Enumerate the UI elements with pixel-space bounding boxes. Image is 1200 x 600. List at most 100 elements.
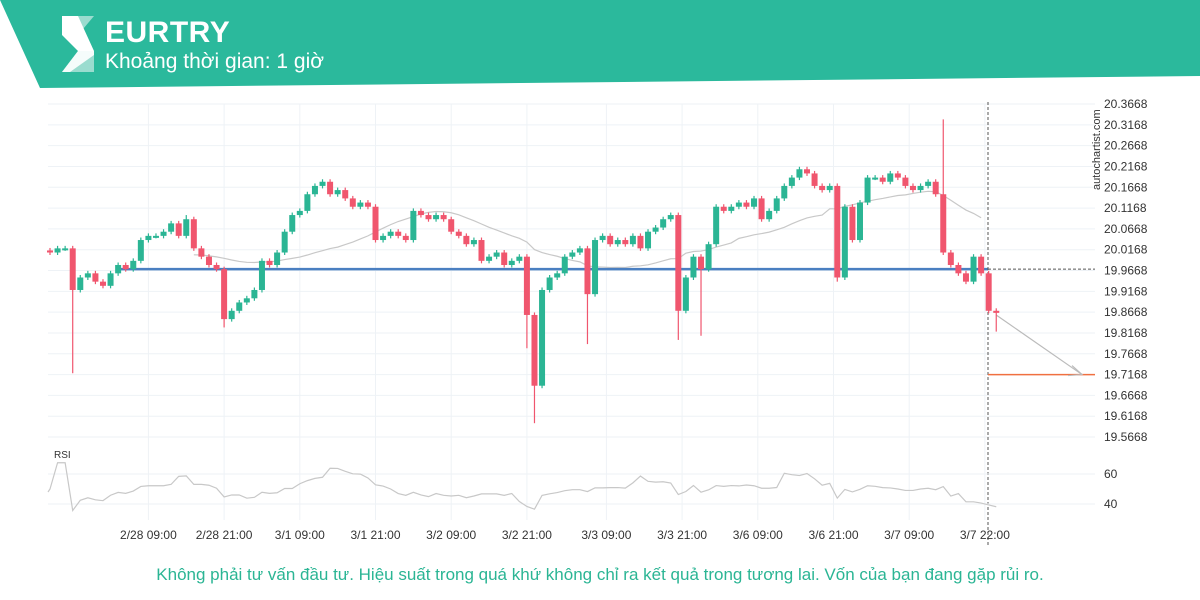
candle-body xyxy=(516,256,523,261)
candle-body xyxy=(713,206,720,245)
candle-body xyxy=(735,202,742,207)
candles xyxy=(47,119,1000,424)
candle-body xyxy=(145,235,152,241)
candle-body xyxy=(758,198,765,220)
candle-body xyxy=(523,256,530,315)
candle-body xyxy=(84,273,91,278)
candle-body xyxy=(743,202,750,207)
candle-body xyxy=(281,231,288,253)
y-tick-label: 20.1668 xyxy=(1104,180,1148,194)
symbol-title: EURTRY xyxy=(105,16,231,49)
x-tick-label: 3/7 09:00 xyxy=(884,528,934,542)
candle-body xyxy=(856,202,863,241)
candle-body xyxy=(917,185,924,191)
candle-body xyxy=(372,206,379,241)
candle-body xyxy=(395,231,402,236)
candle-body xyxy=(205,256,212,266)
candle-body xyxy=(433,215,440,220)
candle-body xyxy=(160,231,167,236)
y-tick-label: 20.2668 xyxy=(1104,139,1148,153)
header-banner xyxy=(0,0,1200,88)
candle-body xyxy=(902,177,909,186)
candle-body xyxy=(62,248,69,251)
candle-body xyxy=(470,240,477,245)
candle-body xyxy=(334,190,341,195)
candle-body xyxy=(804,169,810,174)
candle-body xyxy=(872,177,879,180)
candle-body xyxy=(834,185,841,278)
candle-body xyxy=(614,240,621,245)
candle-body xyxy=(274,252,281,266)
rsi-panel: RSI xyxy=(47,450,1095,512)
candle-body xyxy=(342,190,349,199)
candle-body xyxy=(364,202,371,207)
y-tick-label: 19.5668 xyxy=(1104,430,1148,444)
candle-body xyxy=(887,173,894,182)
candle-body xyxy=(258,260,265,290)
candle-body xyxy=(955,265,962,274)
watermark: autochartist.com xyxy=(1091,109,1103,190)
candle-body xyxy=(236,302,243,311)
rsi-tick-label: 40 xyxy=(1104,497,1118,511)
y-tick-label: 20.3168 xyxy=(1104,118,1148,132)
candle-body xyxy=(228,310,235,320)
price-chart[interactable]: RSI 20.366820.316820.266820.216820.16682… xyxy=(0,0,1200,560)
candle-body xyxy=(978,256,985,274)
candle-body xyxy=(122,265,129,270)
axes: 20.3668 20.3168 20.2668 20.2168 20.1668 20.11… xyxy=(120,97,1148,542)
rsi-label: RSI xyxy=(54,450,71,461)
x-tick-label: 2/28 21:00 xyxy=(196,528,253,542)
x-tick-label: 3/7 22:00 xyxy=(960,528,1010,542)
candle-body xyxy=(198,248,205,257)
candle-body xyxy=(947,252,954,266)
candle-body xyxy=(698,256,705,270)
y-tick-label: 19.8668 xyxy=(1104,305,1148,319)
candle-body xyxy=(849,206,856,241)
candle-body xyxy=(455,231,462,236)
candle-body xyxy=(569,252,576,257)
candle-body xyxy=(675,215,682,311)
candle-body xyxy=(894,173,901,178)
candle-body xyxy=(705,244,712,270)
candle-body xyxy=(448,219,455,232)
y-tick-label: 20.2168 xyxy=(1104,159,1148,173)
y-tick-label: 19.6668 xyxy=(1104,388,1148,402)
candle-body xyxy=(690,256,697,278)
candle-body xyxy=(440,215,447,220)
candle-body xyxy=(77,277,84,290)
candle-body xyxy=(130,260,137,270)
header-background xyxy=(0,0,1200,88)
candle-body xyxy=(175,223,182,236)
candle-body xyxy=(781,185,788,199)
x-tick-label: 3/2 09:00 xyxy=(426,528,476,542)
candle-body xyxy=(751,198,758,207)
candle-body xyxy=(819,185,826,191)
candle-body xyxy=(243,298,250,303)
rsi-line xyxy=(47,462,997,512)
candle-body xyxy=(546,277,553,290)
candle-body xyxy=(879,177,886,182)
y-tick-label: 19.9168 xyxy=(1104,284,1148,298)
y-tick-label: 20.0668 xyxy=(1104,222,1148,236)
candle-body xyxy=(909,185,916,191)
candle-body xyxy=(69,248,76,290)
candle-body xyxy=(266,260,273,266)
candle-body xyxy=(773,198,780,211)
candle-body xyxy=(501,252,508,266)
x-tick-label: 3/1 21:00 xyxy=(350,528,400,542)
candle-body xyxy=(985,273,992,311)
x-tick-label: 2/28 09:00 xyxy=(120,528,177,542)
candle-body xyxy=(811,173,818,186)
y-tick-label: 19.8168 xyxy=(1104,326,1148,340)
candle-body xyxy=(720,206,727,211)
candle-body xyxy=(599,235,606,241)
candle-body xyxy=(349,198,356,207)
candle-body xyxy=(115,265,122,274)
y-tick-label: 19.6168 xyxy=(1104,409,1148,423)
rsi-tick-label: 60 xyxy=(1104,467,1118,481)
candle-body xyxy=(463,235,470,245)
y-tick-label: 20.1168 xyxy=(1104,201,1147,215)
candle-body xyxy=(539,289,546,386)
candle-body xyxy=(357,202,364,207)
candle-body xyxy=(402,235,409,241)
